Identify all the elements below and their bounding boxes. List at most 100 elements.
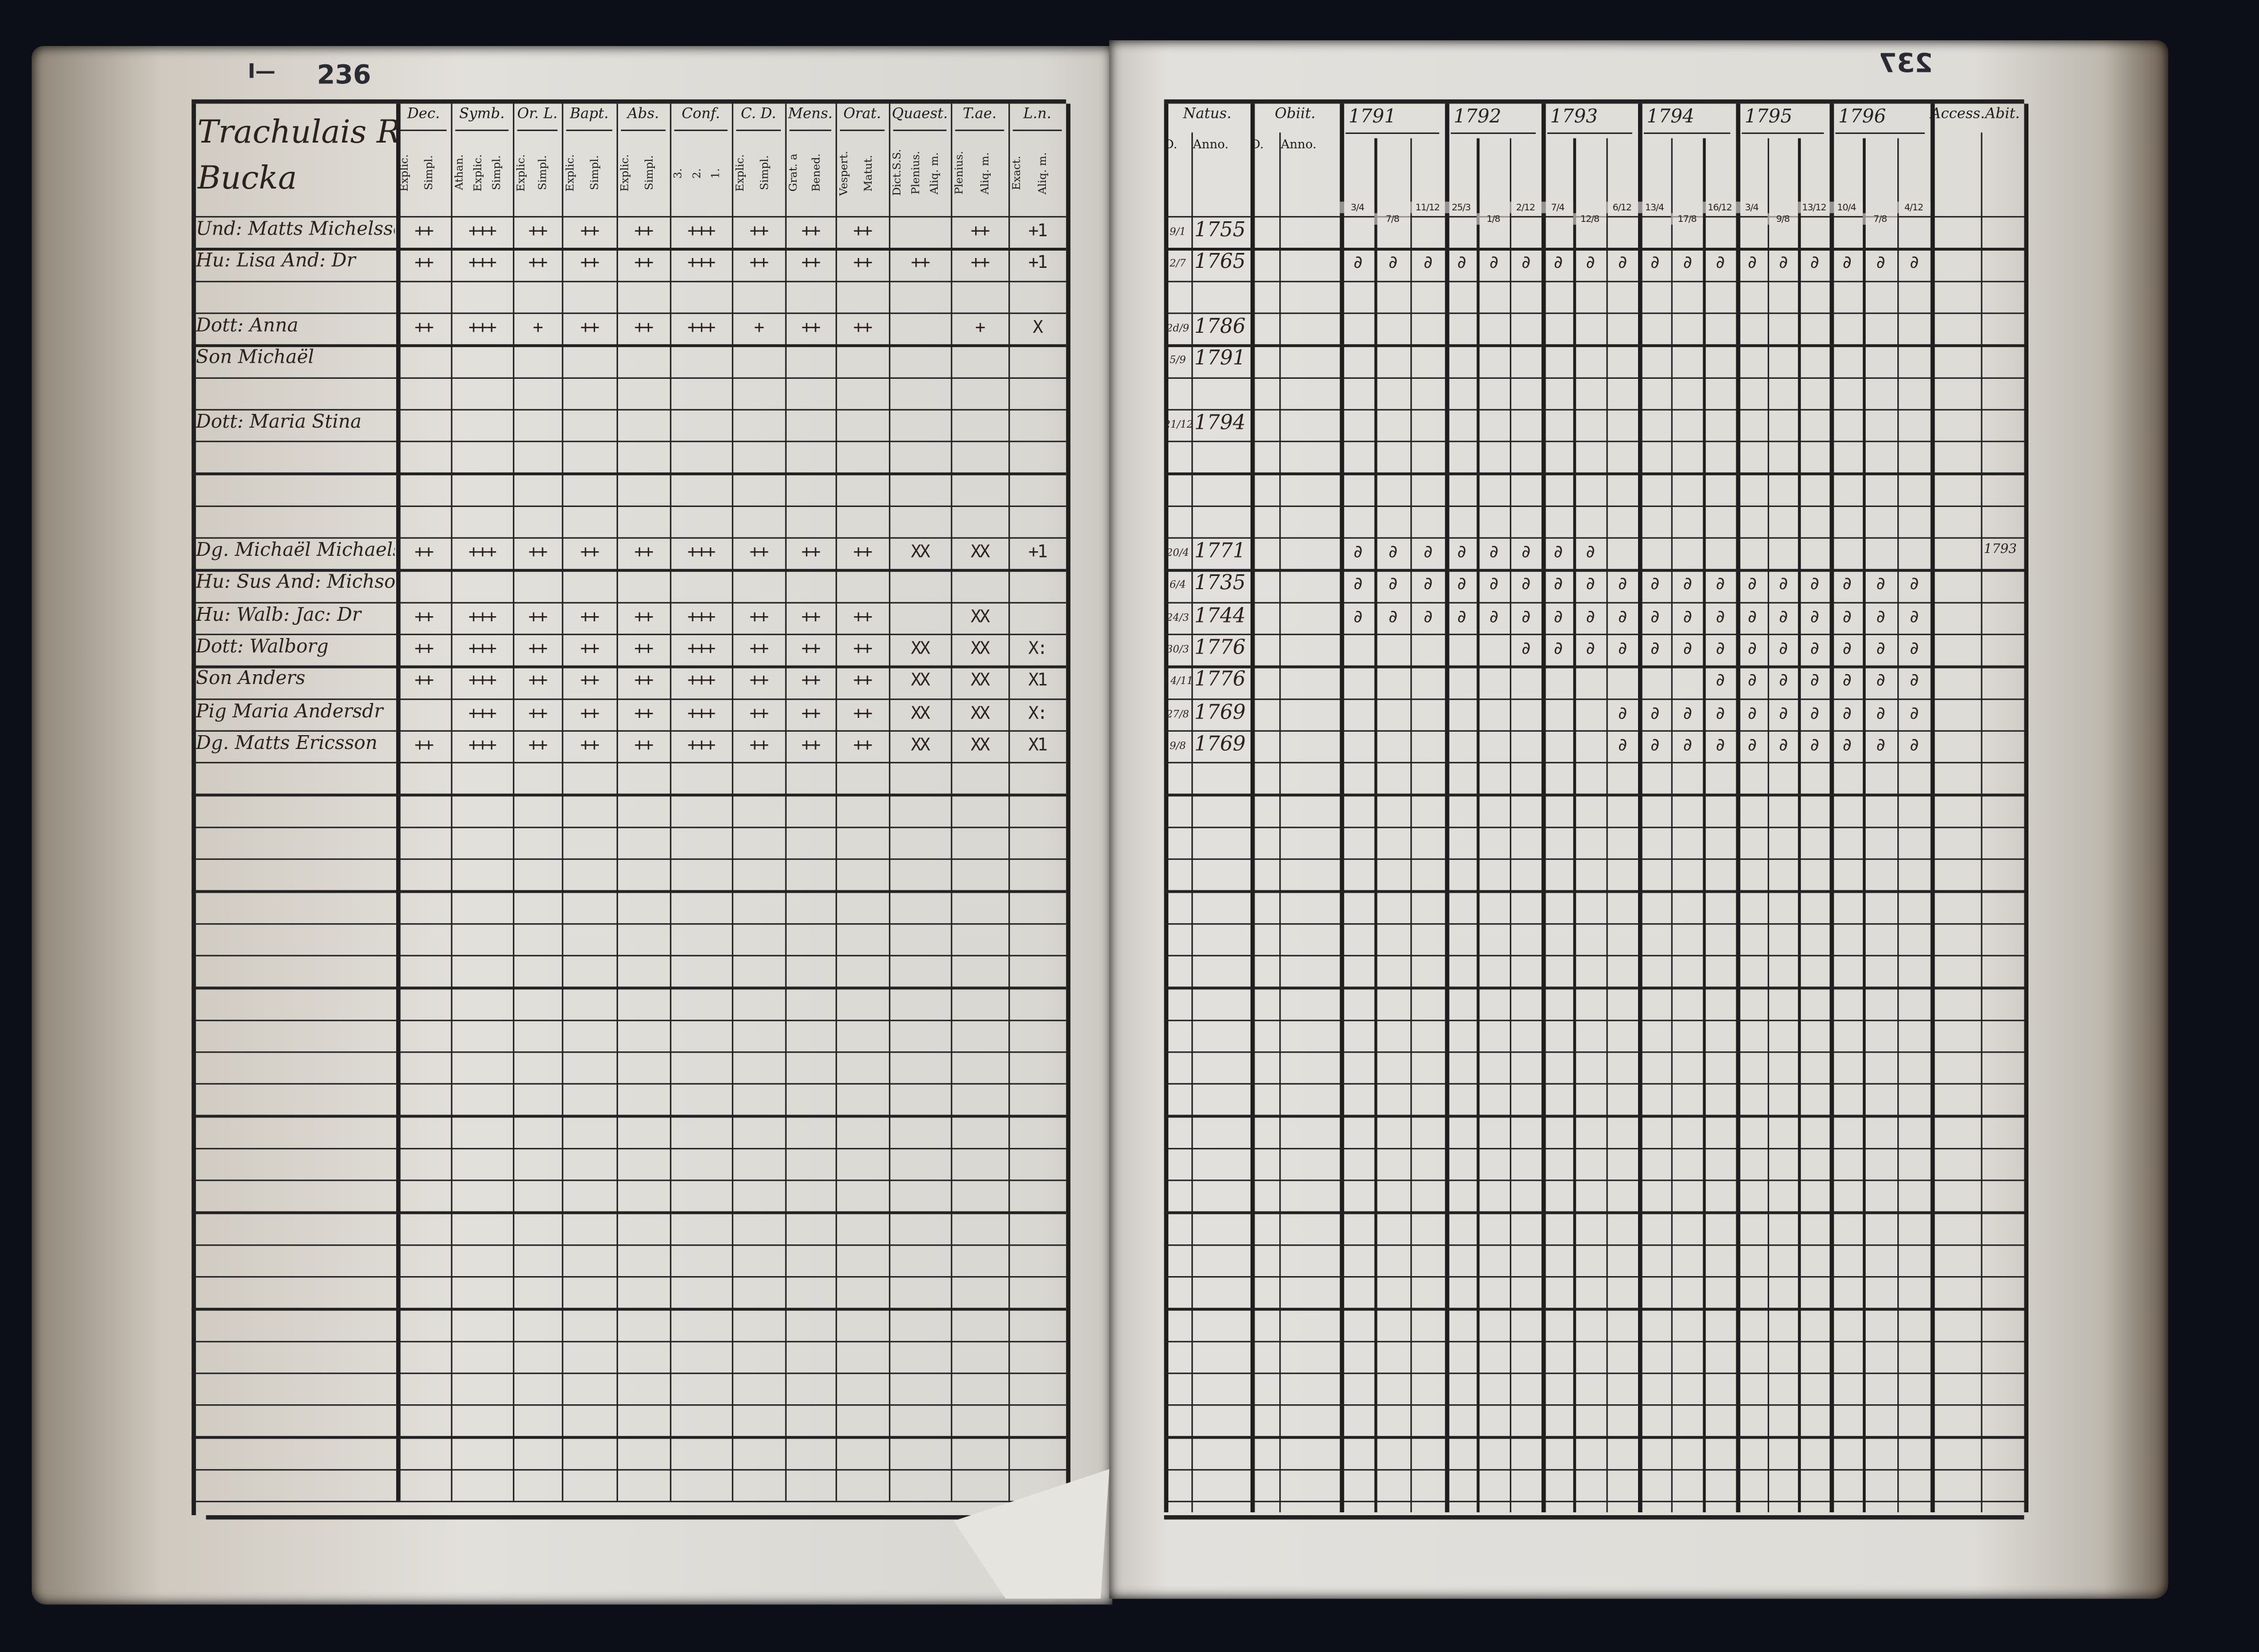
column-header: Anno. bbox=[1192, 138, 1229, 153]
year-examination-entry: ∂ bbox=[1778, 670, 1789, 690]
year-examination-entry: ∂ bbox=[1682, 702, 1693, 723]
column-rule bbox=[1930, 103, 1934, 1512]
year-examination-entry: ∂ bbox=[1489, 574, 1499, 594]
row-rule bbox=[191, 1436, 1067, 1439]
row-rule bbox=[191, 1469, 1067, 1471]
column-rule bbox=[513, 103, 515, 1501]
row-rule bbox=[1164, 923, 2024, 925]
birth-day: 24/3 bbox=[1166, 611, 1190, 623]
person-name: Dott: Maria Stina bbox=[195, 412, 362, 433]
examination-mark: ++ bbox=[853, 605, 873, 626]
column-rule bbox=[1541, 103, 1545, 1512]
subcolumn-rule bbox=[1703, 138, 1705, 1512]
bottom-rule bbox=[206, 1515, 1081, 1519]
examination-mark: ++ bbox=[853, 702, 873, 723]
column-subheader: Vespert. bbox=[837, 150, 850, 195]
column-subheader: Aliq. m. bbox=[1035, 151, 1049, 194]
year-examination-entry: ∂ bbox=[1778, 574, 1789, 594]
column-rule bbox=[670, 103, 672, 1501]
row-rule bbox=[1164, 505, 2024, 508]
year-examination-entry: ∂ bbox=[1682, 637, 1693, 658]
examination-mark: ++ bbox=[853, 316, 873, 337]
year-examination-entry: ∂ bbox=[1715, 702, 1725, 723]
column-subheader: Dict.S.S. bbox=[890, 149, 904, 197]
row-rule bbox=[191, 955, 1067, 957]
examination-mark: X1 bbox=[1028, 734, 1048, 755]
header-dash bbox=[566, 129, 612, 132]
row-rule bbox=[191, 698, 1067, 700]
row-rule bbox=[1164, 890, 2024, 893]
examination-mark: ++ bbox=[415, 637, 434, 658]
examination-mark: +++ bbox=[468, 670, 497, 690]
year-examination-entry: ∂ bbox=[1747, 252, 1758, 273]
column-rule bbox=[1830, 103, 1834, 1512]
examination-mark: ++ bbox=[749, 637, 769, 658]
row-rule bbox=[1164, 666, 2024, 668]
column-subheader: Simpl. bbox=[757, 155, 770, 191]
year-examination-entry: ∂ bbox=[1842, 670, 1853, 690]
examination-mark: ++ bbox=[528, 252, 548, 273]
row-rule bbox=[191, 1500, 1067, 1503]
header-dash bbox=[955, 129, 1004, 132]
left-page: I— 236 bbox=[32, 46, 1113, 1605]
column-rule bbox=[1164, 103, 1168, 1512]
year-header: 1795 bbox=[1744, 106, 1793, 129]
year-examination-entry: 3/4 bbox=[1736, 201, 1767, 213]
birth-day: 5/9 bbox=[1169, 354, 1186, 366]
year-examination-entry: ∂ bbox=[1422, 541, 1433, 562]
row-rule bbox=[191, 826, 1067, 828]
row-rule bbox=[191, 1372, 1067, 1374]
person-name: Dg. Matts Ericsson bbox=[195, 732, 378, 755]
subcolumn-rule bbox=[1605, 138, 1608, 1512]
row-rule bbox=[191, 409, 1067, 411]
examination-mark: ++ bbox=[634, 541, 654, 562]
examination-mark: ++ bbox=[749, 252, 769, 273]
year-examination-entry: ∂ bbox=[1842, 637, 1853, 658]
row-rule bbox=[1164, 1308, 2024, 1311]
year-examination-entry: 7/4 bbox=[1541, 201, 1574, 213]
examination-mark: ++ bbox=[801, 252, 821, 273]
examination-mark: ++ bbox=[415, 541, 434, 562]
column-header: Anno. bbox=[1280, 138, 1317, 153]
examination-mark: ++ bbox=[528, 734, 548, 755]
examination-mark: ++ bbox=[801, 316, 821, 337]
examination-mark: +1 bbox=[1028, 252, 1048, 273]
header-dash bbox=[789, 129, 831, 132]
examination-mark: ++ bbox=[634, 637, 654, 658]
person-name: Hu: Sus And: Michson bbox=[195, 572, 395, 594]
row-rule bbox=[1164, 601, 2024, 604]
year-examination-entry: ∂ bbox=[1778, 702, 1789, 723]
row-rule bbox=[1164, 858, 2024, 860]
header-dash bbox=[400, 129, 447, 132]
examination-mark: ++ bbox=[634, 670, 654, 690]
birth-year: 1755 bbox=[1194, 218, 1246, 242]
birth-day: 27/8 bbox=[1166, 708, 1190, 720]
birth-day: 2/7 bbox=[1169, 258, 1186, 270]
examination-mark: +++ bbox=[687, 734, 716, 755]
header-dash bbox=[1644, 132, 1731, 135]
examination-mark: ++ bbox=[853, 220, 873, 241]
row-rule bbox=[1164, 955, 2024, 957]
year-examination-entry: ∂ bbox=[1909, 252, 1920, 273]
column-header: Orat. bbox=[843, 106, 881, 122]
row-rule bbox=[1164, 1051, 2024, 1054]
year-examination-entry: ∂ bbox=[1521, 605, 1531, 626]
year-examination-entry: ∂ bbox=[1650, 734, 1660, 755]
year-examination-entry: ∂ bbox=[1876, 574, 1886, 594]
year-header: 1796 bbox=[1838, 106, 1886, 129]
year-examination-entry: 12/8 bbox=[1574, 213, 1606, 225]
year-examination-entry: ∂ bbox=[1876, 702, 1886, 723]
examination-mark: ++ bbox=[580, 316, 600, 337]
examination-mark: XX bbox=[971, 541, 990, 562]
column-subheader: Simpl. bbox=[642, 155, 655, 191]
person-name: Hu: Lisa And: Dr bbox=[195, 251, 356, 273]
year-examination-entry: ∂ bbox=[1747, 574, 1758, 594]
column-header: Symb. bbox=[459, 106, 505, 122]
row-rule bbox=[1164, 1276, 2024, 1278]
person-name: Dott: Walborg bbox=[195, 636, 329, 658]
column-header: Dec. bbox=[407, 106, 440, 122]
examination-mark: ++ bbox=[749, 702, 769, 723]
year-examination-entry: 2/12 bbox=[1509, 201, 1542, 213]
year-examination-entry: ∂ bbox=[1715, 670, 1725, 690]
row-rule bbox=[191, 376, 1067, 379]
